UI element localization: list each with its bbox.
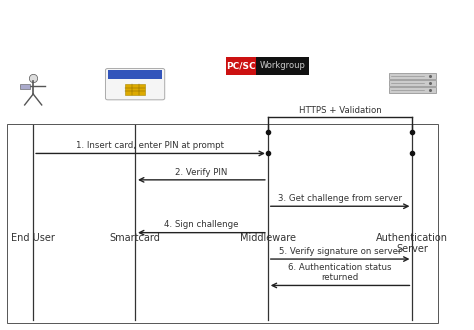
Text: Smartcard: Smartcard <box>109 233 161 243</box>
Text: HTTPS + Validation: HTTPS + Validation <box>299 106 382 115</box>
Text: 6. Authentication status
returned: 6. Authentication status returned <box>288 263 392 282</box>
Text: PC/SC: PC/SC <box>227 61 256 71</box>
Bar <box>389 73 436 79</box>
Text: End User: End User <box>11 233 55 243</box>
Text: Authentication
Server: Authentication Server <box>376 233 448 254</box>
Bar <box>108 70 162 79</box>
Text: 3. Get challenge from server: 3. Get challenge from server <box>278 194 402 203</box>
Bar <box>389 87 436 93</box>
Text: 2. Verify PIN: 2. Verify PIN <box>175 168 228 177</box>
Text: Workgroup: Workgroup <box>260 61 306 71</box>
Bar <box>226 57 309 75</box>
Bar <box>125 84 146 95</box>
Bar <box>20 84 30 89</box>
Text: 5. Verify signature on server: 5. Verify signature on server <box>279 247 401 256</box>
FancyBboxPatch shape <box>105 69 164 100</box>
Text: Middleware: Middleware <box>240 233 296 243</box>
Bar <box>7 124 438 323</box>
Text: 1. Insert card, enter PIN at prompt: 1. Insert card, enter PIN at prompt <box>76 141 225 150</box>
Text: 4. Sign challenge: 4. Sign challenge <box>164 220 239 229</box>
Bar <box>226 57 256 75</box>
Bar <box>389 80 436 86</box>
